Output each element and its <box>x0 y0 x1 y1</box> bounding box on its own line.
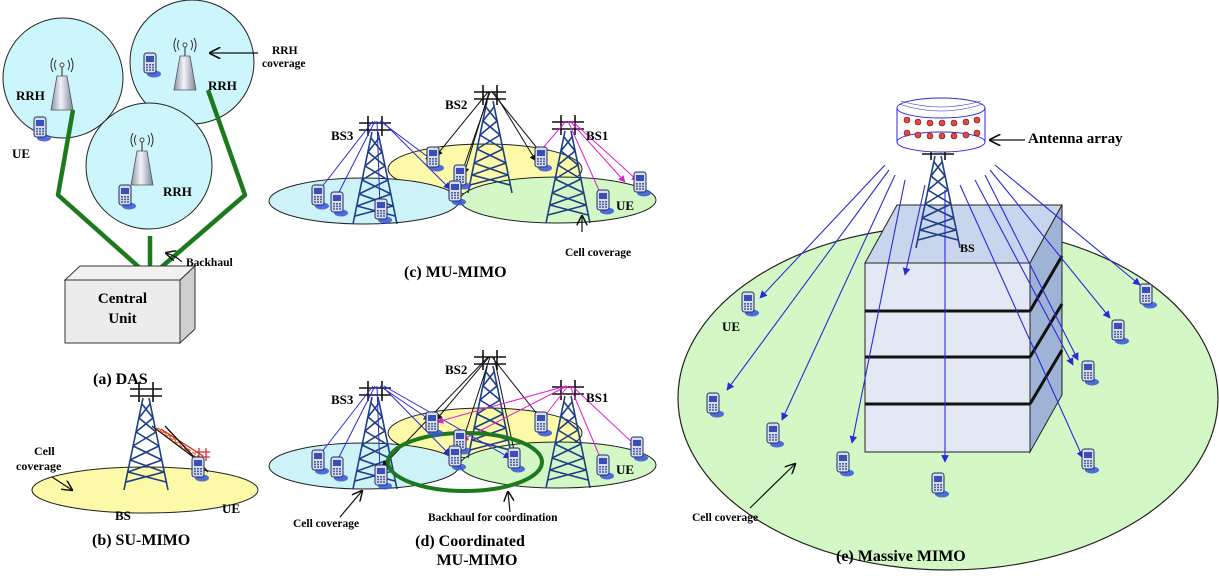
cell-coverage-bs3 <box>268 442 460 490</box>
panel-mu-mimo <box>268 84 657 232</box>
central-unit-label: Central Unit <box>65 289 180 329</box>
bs3-links <box>317 120 451 208</box>
su-cell-coverage-line-1: Cell <box>34 444 55 458</box>
su-mimo-ue-label: UE <box>222 501 241 516</box>
mu-mimo-ue-label: UE <box>616 198 635 213</box>
coord-bs1-label: BS1 <box>586 390 609 405</box>
mu-mimo-caption: (c) MU-MIMO <box>404 264 507 281</box>
su-mimo-cell-coverage-label: Cell coverage <box>16 444 61 474</box>
coord-bs3-label: BS3 <box>331 392 354 407</box>
massive-cell-coverage-label: Cell coverage <box>692 512 759 524</box>
das-ue-label: UE <box>12 146 31 161</box>
coord-backhaul-label: Backhaul for coordination <box>428 512 558 524</box>
das-caption: (a) DAS <box>93 371 148 388</box>
coord-ue-label: UE <box>616 462 635 477</box>
cell-coverage-bs3 <box>268 177 460 225</box>
rrh-coverage-line-1: RRH <box>272 45 298 57</box>
su-mimo-caption: (b) SU-MIMO <box>92 532 191 549</box>
coord-mu-mimo-caption: (d) Coordinated MU-MIMO <box>395 532 545 570</box>
das-rrh-label: RRH <box>208 78 237 93</box>
coord-caption-line-1: (d) Coordinated <box>415 533 525 550</box>
das-rrh-coverage-label: RRH coverage <box>262 45 305 71</box>
massive-mimo-caption: (e) Massive MIMO <box>836 548 966 565</box>
central-unit-box <box>63 264 197 345</box>
panel-das <box>2 0 258 345</box>
central-unit-line-1: Central <box>97 291 148 307</box>
building <box>864 204 1064 454</box>
panel-coordinated-mu-mimo <box>268 349 657 518</box>
su-mimo-bs-label: BS <box>115 508 131 523</box>
massive-bs-label: BS <box>960 241 975 255</box>
mu-mimo-bs3-label: BS3 <box>331 128 354 143</box>
massive-ue-label: UE <box>722 319 741 334</box>
mu-mimo-cell-coverage-label: Cell coverage <box>565 247 632 259</box>
massive-mimo-beams <box>726 164 1141 463</box>
panel-su-mimo <box>31 381 259 514</box>
coord-bs2-label: BS2 <box>445 362 468 377</box>
bs1-links <box>536 120 639 198</box>
das-rrh-label: RRH <box>163 184 192 199</box>
panel-massive-mimo <box>677 97 1219 571</box>
das-rrh-label: RRH <box>16 88 45 103</box>
su-cell-coverage-line-2: coverage <box>16 459 62 473</box>
coord-bs1-links <box>436 385 637 463</box>
coord-bs3-links <box>317 385 511 473</box>
coord-cell-coverage-label: Cell coverage <box>293 518 360 530</box>
coord-caption-line-2: MU-MIMO <box>436 552 518 569</box>
mu-mimo-bs1-label: BS1 <box>586 128 609 143</box>
antenna-array-label: Antenna array <box>1028 131 1123 147</box>
das-backhaul-label: Backhaul <box>186 257 233 269</box>
central-unit-line-2: Unit <box>108 311 137 327</box>
rrh-coverage-line-2: coverage <box>262 58 306 70</box>
antenna-array-icon <box>896 97 986 153</box>
bs2-links <box>435 91 546 179</box>
mu-mimo-bs2-label: BS2 <box>445 97 468 112</box>
